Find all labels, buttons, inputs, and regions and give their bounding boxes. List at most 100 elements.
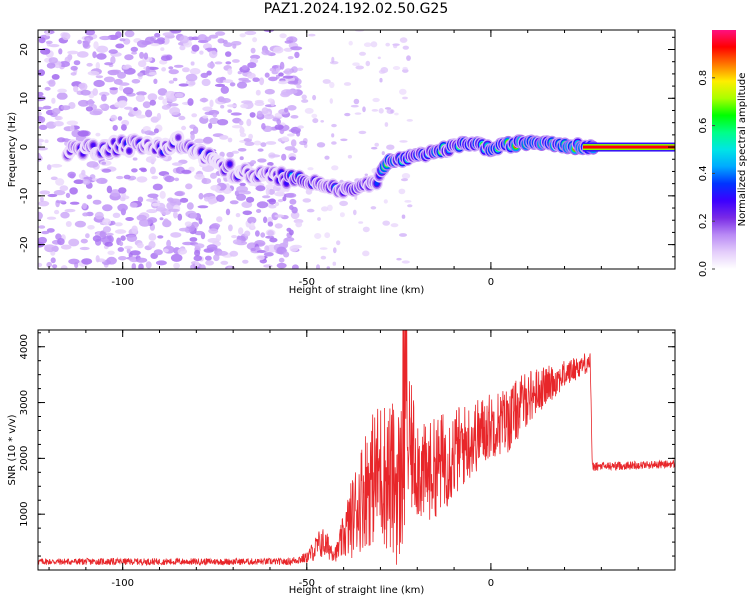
heatmap-noise-cell [95,132,101,137]
heatmap-noise-cell [81,258,93,265]
heatmap-noise-cell [223,42,233,48]
heatmap-noise-cell [38,211,43,220]
heatmap-noise-cell [174,177,180,182]
heatmap-noise-cell [306,208,315,213]
heatmap-noise-cell [77,99,90,107]
heatmap-noise-cell [107,250,115,255]
heatmap-noise-cell [199,50,204,55]
heatmap-noise-cell [142,101,151,109]
heatmap-noise-cell [52,264,58,269]
heatmap-cells [38,30,675,269]
heatmap-noise-cell [235,213,241,218]
heatmap-noise-cell [401,178,408,182]
heatmap-noise-cell [157,88,168,96]
heatmap-noise-cell [160,55,171,61]
heatmap-noise-cell [199,97,209,103]
heatmap-noise-cell [252,37,258,43]
heatmap-noise-cell [54,115,63,121]
heatmap-noise-cell [242,259,249,264]
heatmap-noise-cell [324,232,331,239]
heatmap-noise-cell [137,72,144,77]
heatmap-noise-cell [216,178,222,184]
heatmap-noise-cell [209,50,218,59]
heatmap-noise-cell [329,98,333,104]
heatmap-noise-cell [55,200,66,204]
heatmap-noise-cell [174,92,184,98]
heatmap-noise-cell [269,237,278,243]
heatmap-noise-cell [194,243,205,249]
heatmap-noise-cell [124,106,133,110]
heatmap-noise-cell [398,188,406,195]
heatmap-noise-cell [67,171,76,178]
heatmap-noise-cell [208,200,215,205]
heatmap-noise-cell [38,138,45,143]
heatmap-noise-cell [239,182,246,187]
heatmap-noise-cell [120,235,126,241]
heatmap-noise-cell [352,62,360,66]
heatmap-noise-cell [80,89,91,96]
heatmap-noise-cell [123,67,136,75]
heatmap-noise-cell [193,255,203,262]
heatmap-noise-cell [86,161,99,168]
heatmap-noise-cell [178,227,190,232]
heatmap-noise-cell [117,71,127,79]
snr-series-line [38,330,675,567]
heatmap-noise-cell [191,113,198,118]
heatmap-noise-cell [203,136,213,144]
heatmap-noise-cell [125,217,134,221]
heatmap-noise-cell [220,260,229,265]
heatmap-noise-cell [329,61,339,65]
heatmap-noise-cell [124,54,134,61]
heatmap-noise-cell [181,169,192,174]
heatmap-noise-cell [197,34,208,42]
heatmap-noise-cell [331,165,339,171]
heatmap-noise-cell [179,45,186,51]
heatmap-noise-cell [279,33,287,39]
heatmap-noise-cell [292,264,299,269]
heatmap-noise-cell [56,92,68,100]
heatmap-noise-cell [205,47,217,51]
heatmap-noise-cell [115,31,122,39]
heatmap-noise-cell [399,88,407,95]
heatmap-noise-cell [172,77,178,82]
heatmap-noise-cell [38,37,46,44]
heatmap-noise-cell [189,213,198,219]
heatmap-noise-cell [67,50,79,55]
heatmap-noise-cell [42,105,52,110]
heatmap-noise-cell [227,68,233,75]
heatmap-noise-cell [186,202,194,210]
heatmap-noise-cell [205,255,212,261]
heatmap-noise-cell [273,46,284,54]
heatmap-noise-cell [256,255,265,261]
heatmap-noise-cell [250,160,257,165]
heatmap-noise-cell [38,91,44,97]
heatmap-noise-cell [103,76,115,83]
heatmap-noise-cell [267,230,274,237]
heatmap-noise-cell [45,40,53,45]
heatmap-noise-cell [151,202,161,207]
heatmap-noise-cell [132,157,138,161]
y-tick-label: 3000 [19,390,30,415]
heatmap-noise-cell [242,210,253,216]
heatmap-noise-cell [69,187,78,195]
heatmap-noise-cell [153,78,158,85]
heatmap-noise-cell [359,51,366,56]
y-tick-label: 0 [19,144,30,150]
heatmap-noise-cell [370,41,378,48]
heatmap-noise-cell [110,56,116,65]
heatmap-noise-cell [50,163,63,168]
heatmap-noise-cell [274,214,285,218]
heatmap-noise-cell [44,139,49,143]
heatmap-noise-cell [138,60,147,68]
heatmap-noise-cell [145,156,157,163]
heatmap-noise-cell [166,239,172,248]
heatmap-noise-cell [362,106,366,113]
heatmap-noise-cell [202,115,209,119]
heatmap-noise-cell [108,49,118,54]
heatmap-noise-cell [219,135,229,140]
heatmap-noise-cell [168,208,180,212]
heatmap-noise-cell [250,222,255,229]
y-axis-label: SNR (10 * v/v) [7,414,18,485]
heatmap-noise-cell [48,79,56,87]
heatmap-noise-cell [41,230,50,235]
